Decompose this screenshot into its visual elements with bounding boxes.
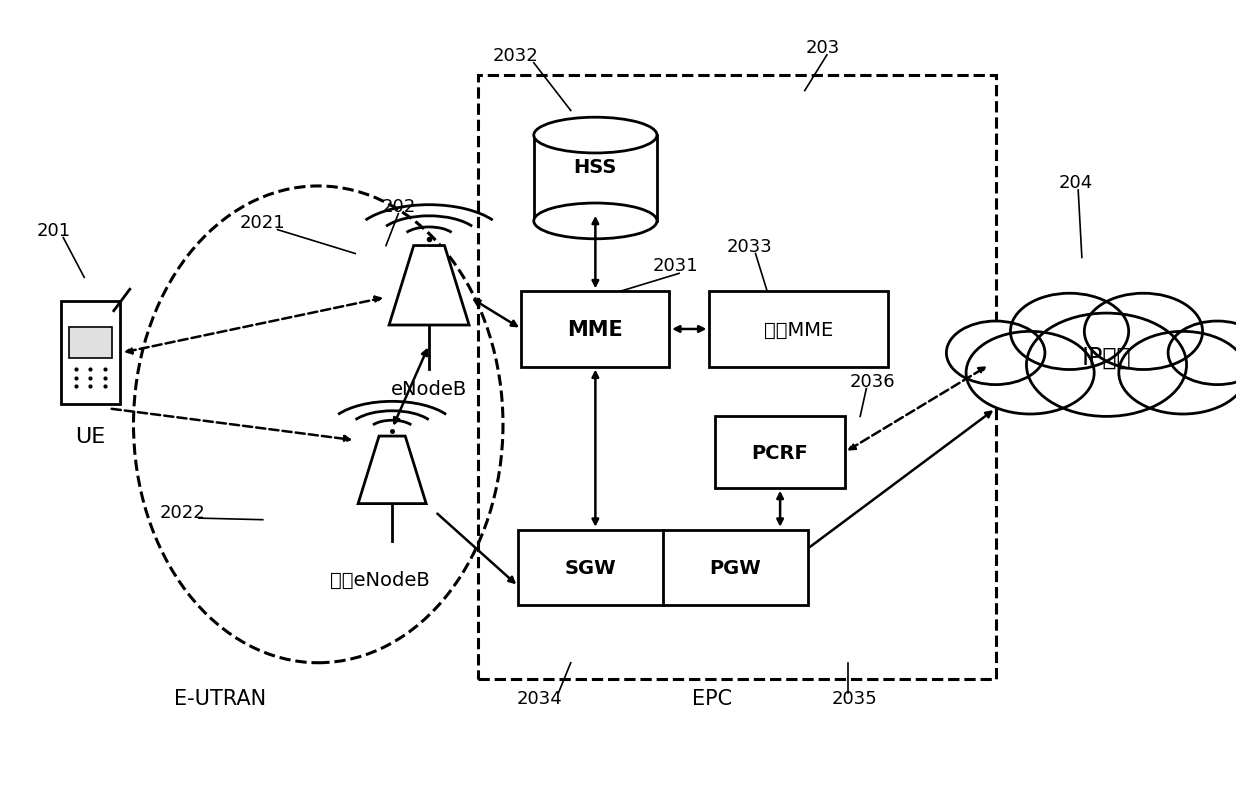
Text: SGW: SGW — [565, 558, 616, 577]
Bar — [709, 292, 888, 367]
Text: 2036: 2036 — [849, 372, 895, 390]
Text: 202: 202 — [381, 197, 415, 216]
Text: 2034: 2034 — [517, 690, 563, 707]
Circle shape — [1168, 322, 1240, 385]
Ellipse shape — [533, 118, 657, 154]
Circle shape — [1084, 294, 1203, 370]
Text: 2035: 2035 — [831, 690, 877, 707]
Text: 其它eNodeB: 其它eNodeB — [330, 570, 430, 589]
Text: 204: 204 — [1059, 174, 1092, 192]
Text: 203: 203 — [806, 38, 841, 57]
Text: MME: MME — [568, 319, 624, 339]
Text: 2031: 2031 — [652, 257, 698, 275]
Text: PCRF: PCRF — [751, 443, 808, 462]
Bar — [522, 292, 670, 367]
Bar — [61, 302, 120, 405]
Circle shape — [946, 322, 1045, 385]
Text: UE: UE — [76, 427, 105, 447]
Text: E-UTRAN: E-UTRAN — [174, 689, 265, 709]
Text: 2032: 2032 — [492, 47, 538, 65]
Bar — [715, 417, 844, 488]
Text: 201: 201 — [36, 221, 71, 239]
Circle shape — [966, 332, 1094, 415]
Bar — [533, 136, 657, 221]
Text: PGW: PGW — [709, 558, 761, 577]
Circle shape — [1027, 314, 1187, 417]
Bar — [518, 530, 807, 606]
Text: 其它MME: 其它MME — [764, 320, 833, 339]
Circle shape — [1118, 332, 1240, 415]
Bar — [69, 327, 112, 358]
Text: 2022: 2022 — [160, 503, 206, 521]
Circle shape — [1011, 294, 1128, 370]
Ellipse shape — [533, 204, 657, 240]
Text: 2033: 2033 — [727, 237, 773, 255]
Text: 2021: 2021 — [241, 213, 285, 232]
Text: IP业务: IP业务 — [1081, 346, 1131, 370]
Text: eNodeB: eNodeB — [391, 379, 467, 399]
Polygon shape — [358, 436, 427, 504]
Bar — [479, 75, 996, 678]
Text: EPC: EPC — [692, 689, 733, 709]
Text: HSS: HSS — [574, 157, 618, 176]
Polygon shape — [389, 246, 469, 326]
